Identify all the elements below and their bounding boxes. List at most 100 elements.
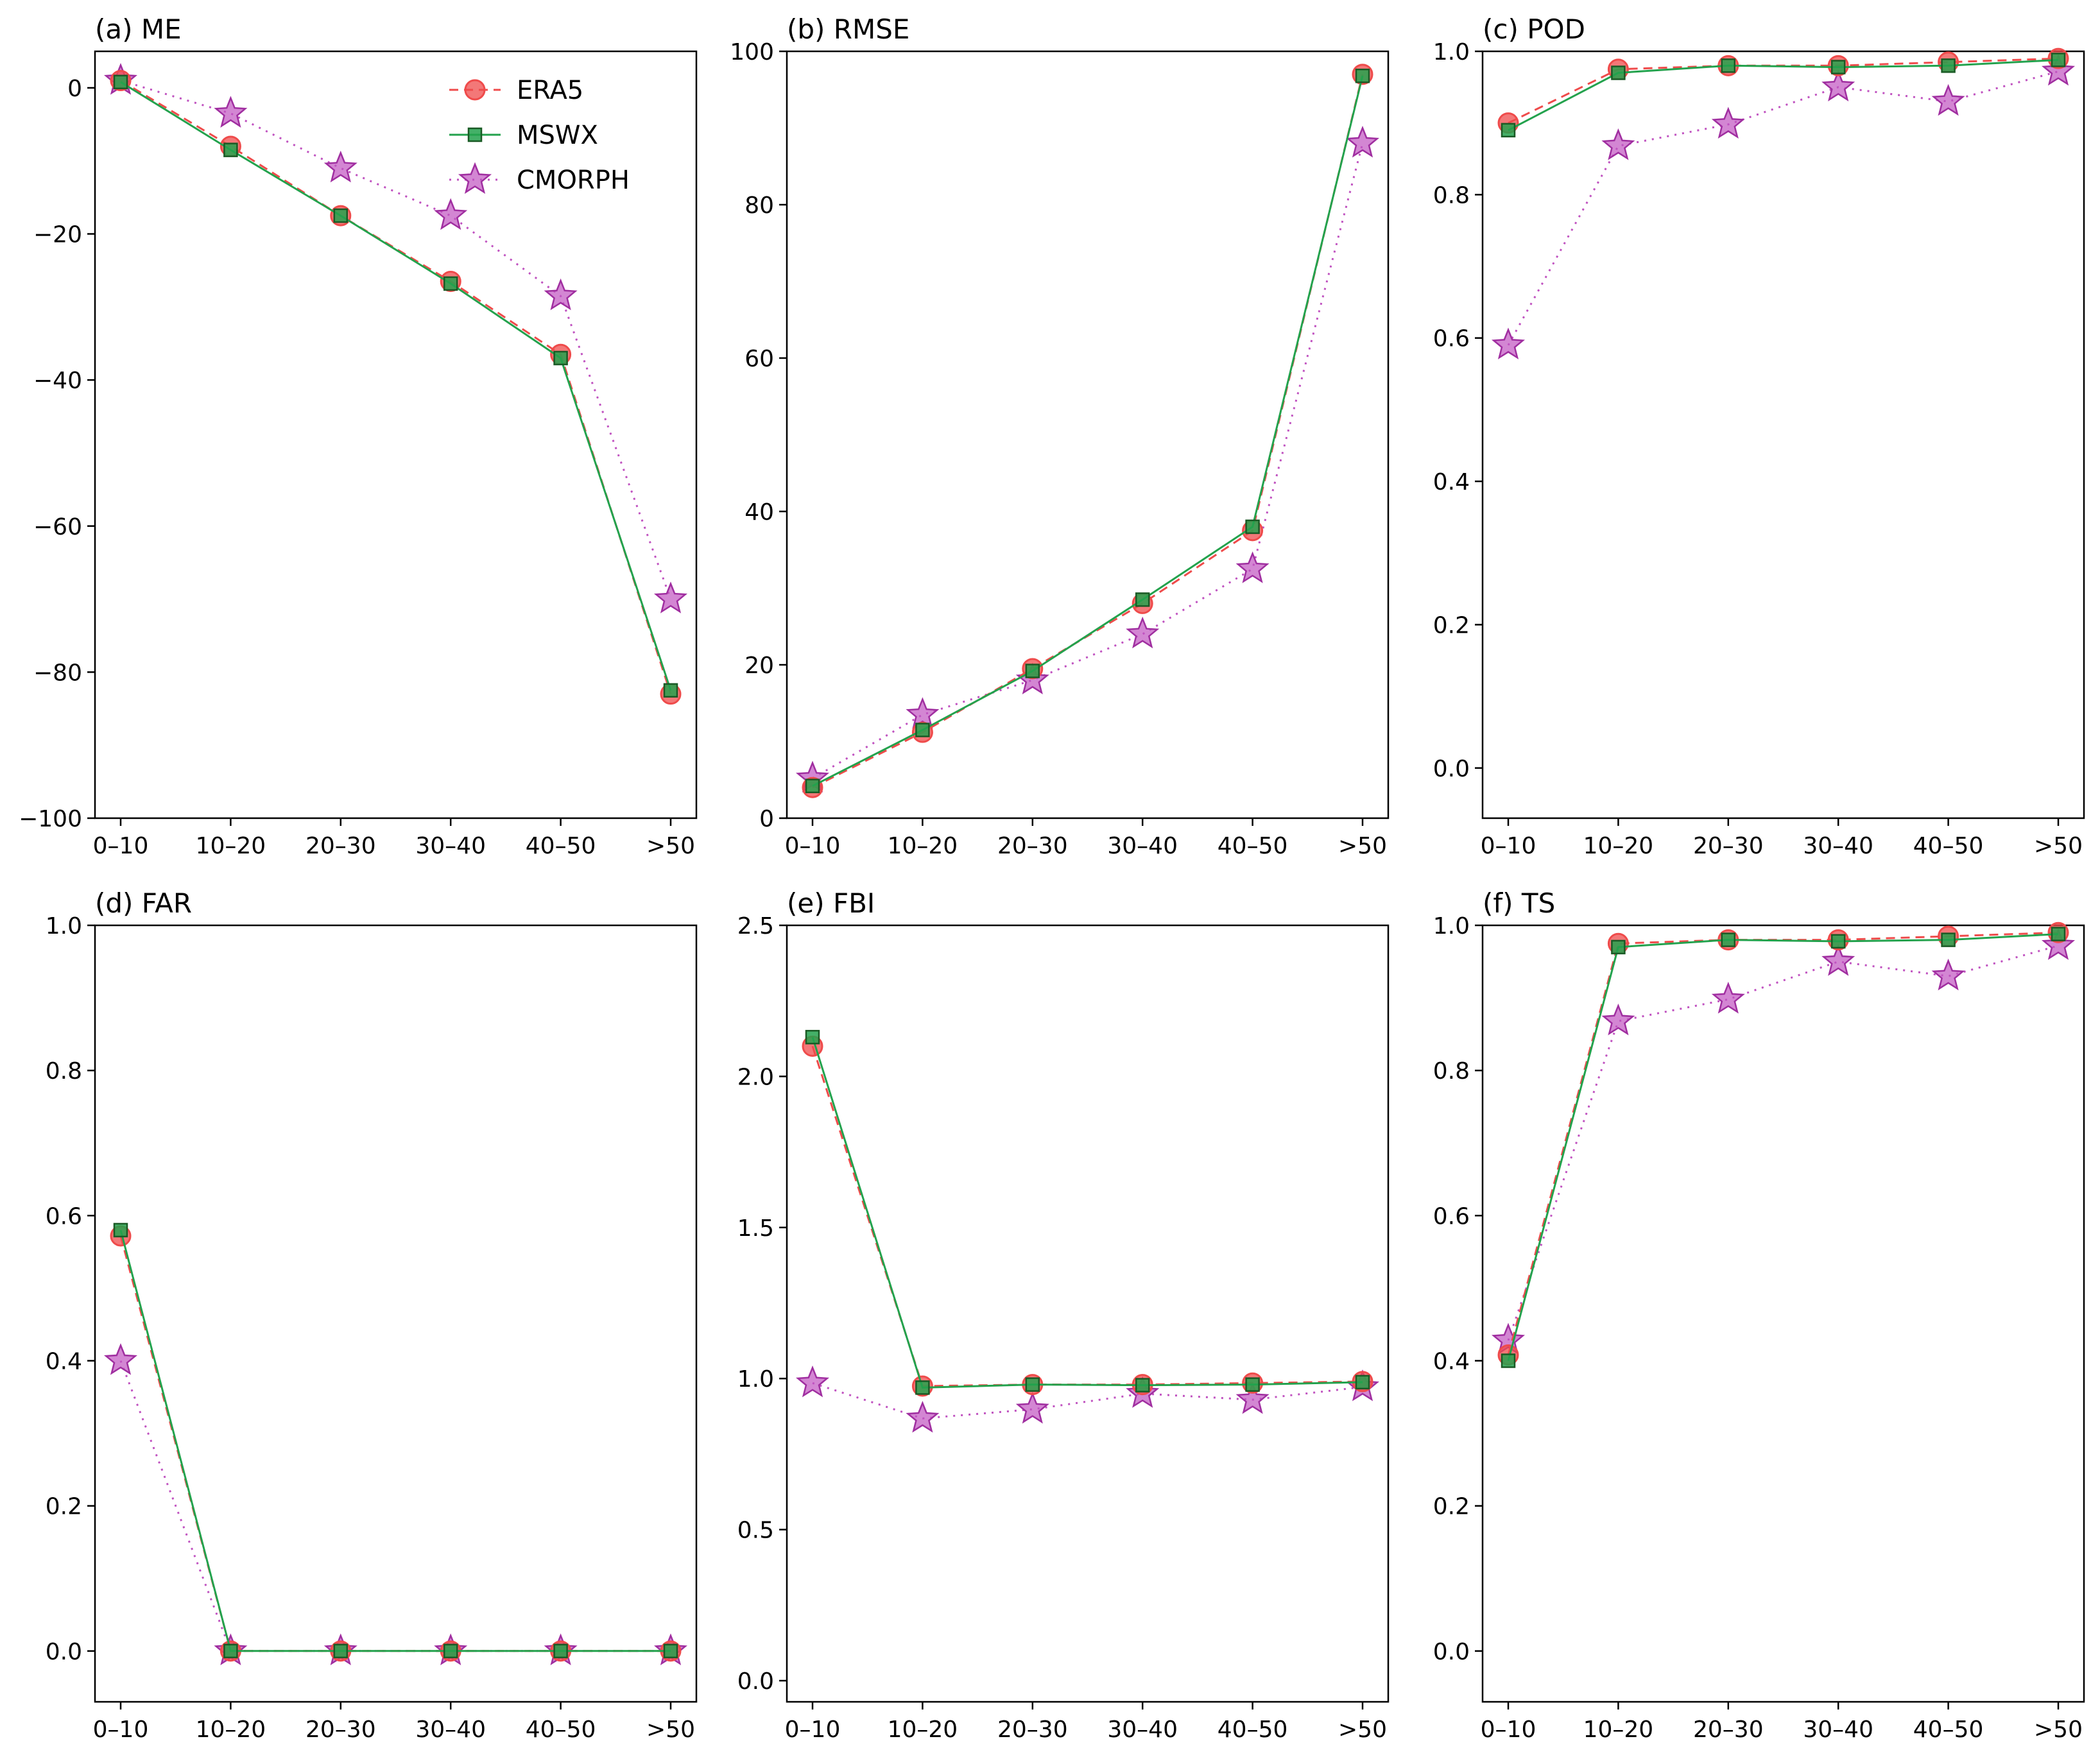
x-tick-label: 40–50 — [526, 833, 596, 859]
data-point-cmorph — [544, 278, 578, 311]
series-era5 — [110, 1225, 682, 1662]
data-point-cmorph — [1015, 1391, 1049, 1424]
x-tick-label: 20–30 — [306, 1717, 376, 1743]
legend-label: CMORPH — [517, 166, 630, 195]
series-line-mswx — [1508, 58, 2059, 132]
series-line-cmorph — [120, 80, 672, 600]
y-tick-label: 2.5 — [737, 913, 774, 939]
data-point-mswx — [1830, 934, 1846, 949]
y-tick-label: 0 — [759, 806, 774, 832]
legend-entry-era5: ERA5 — [449, 76, 583, 105]
y-tick-label: 60 — [744, 346, 774, 372]
y-tick-label: 0.5 — [737, 1518, 774, 1544]
data-point-cmorph — [2041, 53, 2076, 86]
data-point-mswx — [553, 350, 568, 366]
x-tick-label: 30–40 — [1107, 833, 1178, 859]
data-point-mswx — [1611, 65, 1626, 80]
panel-title: (f) TS — [1483, 887, 1555, 919]
data-point-mswx — [1025, 1377, 1040, 1392]
series-line-cmorph — [119, 1360, 671, 1652]
panel-5: (e) FBI 0.0 0.5 1.0 1.5 2.0 2.5 0–10 10–20 20–30 3… — [737, 887, 1390, 1743]
data-point-cmorph — [1601, 128, 1635, 160]
data-point-mswx — [1355, 68, 1370, 83]
axes-frame — [94, 924, 698, 1703]
data-point-mswx — [1501, 123, 1516, 138]
x-tick-label: >50 — [646, 833, 695, 859]
panel-title: (a) ME — [95, 13, 182, 45]
data-point-mswx — [805, 1029, 820, 1045]
x-tick-label: 0–10 — [93, 833, 149, 859]
x-tick-label: >50 — [2034, 1717, 2083, 1743]
data-point-mswx — [333, 1643, 349, 1659]
data-point-cmorph — [323, 150, 357, 183]
y-tick-label: 80 — [744, 193, 774, 219]
y-tick-label: 1.0 — [737, 1366, 774, 1393]
data-point-mswx — [915, 723, 930, 737]
y-tick-label: 1.0 — [1433, 913, 1470, 939]
y-tick-label: 40 — [744, 499, 774, 526]
legend-label: MSWX — [517, 121, 598, 150]
legend-marker — [458, 162, 492, 194]
legend-entry-cmorph: CMORPH — [449, 162, 630, 195]
legend-label: ERA5 — [517, 76, 583, 105]
y-tick-label: 0.4 — [1433, 1349, 1470, 1375]
panel-1: (a) ME 0 −20 −40 −60 −80 −100 0–10 10–20 20–30 30–… — [19, 13, 698, 859]
data-point-mswx — [1025, 664, 1040, 678]
legend-marker — [464, 79, 486, 101]
data-point-mswx — [1941, 932, 1956, 947]
x-tick-label: 0–10 — [1481, 1717, 1536, 1743]
panel-4: (d) FAR 0.0 0.2 0.4 0.6 0.8 1.0 0–10 10–20 20–30 3… — [46, 887, 698, 1743]
series-mswx — [113, 1222, 678, 1659]
data-point-cmorph — [906, 697, 940, 729]
series-mswx — [1501, 927, 2066, 1368]
series-line-era5 — [119, 1235, 671, 1652]
x-tick-label: 20–30 — [997, 1717, 1068, 1743]
x-tick-label: 20–30 — [997, 833, 1068, 859]
axes-frame — [94, 50, 698, 819]
data-point-mswx — [2051, 53, 2066, 67]
panel-title: (e) FBI — [787, 887, 875, 919]
data-point-mswx — [915, 1380, 930, 1395]
data-point-mswx — [1135, 592, 1150, 607]
series-cmorph — [795, 1365, 1379, 1433]
data-point-cmorph — [1931, 958, 1965, 991]
series-era5 — [1497, 921, 2069, 1366]
axes-frame — [786, 50, 1390, 819]
series-mswx — [805, 1029, 1370, 1395]
data-point-cmorph — [1821, 944, 1855, 976]
data-point-cmorph — [1235, 1382, 1269, 1414]
data-point-mswx — [1721, 58, 1736, 73]
y-tick-label: 0.2 — [46, 1494, 82, 1520]
x-tick-label: 30–40 — [415, 833, 486, 859]
series-line-cmorph — [812, 143, 1364, 780]
y-tick-label: −40 — [33, 368, 82, 394]
y-tick-label: 100 — [730, 39, 774, 65]
panel-title: (d) FAR — [95, 887, 192, 919]
data-point-mswx — [1135, 1378, 1150, 1393]
panel-2: (b) RMSE 0 20 40 60 80 100 0–10 10–20 20–30 30–40 4… — [730, 13, 1390, 859]
series-mswx — [113, 74, 678, 698]
data-point-cmorph — [1821, 69, 1855, 102]
x-tick-label: 40–50 — [1913, 1717, 1984, 1743]
x-tick-label: 10–20 — [196, 1717, 266, 1743]
data-point-mswx — [113, 1222, 128, 1238]
x-tick-label: 40–50 — [1218, 1717, 1288, 1743]
data-point-cmorph — [2041, 928, 2076, 960]
y-tick-label: 0.4 — [46, 1349, 82, 1375]
data-point-cmorph — [434, 198, 468, 230]
data-point-cmorph — [795, 1365, 830, 1398]
data-point-cmorph — [1601, 1003, 1635, 1036]
series-line-mswx — [120, 81, 672, 691]
series-line-mswx — [1507, 933, 2059, 1361]
data-point-mswx — [333, 208, 349, 223]
panel-title: (b) RMSE — [787, 13, 909, 45]
x-tick-label: >50 — [2034, 833, 2083, 859]
x-tick-label: 10–20 — [888, 833, 958, 859]
data-point-mswx — [1245, 519, 1260, 535]
y-tick-label: −80 — [33, 660, 82, 686]
x-tick-label: 30–40 — [1803, 833, 1873, 859]
data-point-cmorph — [214, 96, 248, 128]
data-point-mswx — [1355, 1375, 1370, 1390]
x-tick-label: 30–40 — [1803, 1717, 1873, 1743]
